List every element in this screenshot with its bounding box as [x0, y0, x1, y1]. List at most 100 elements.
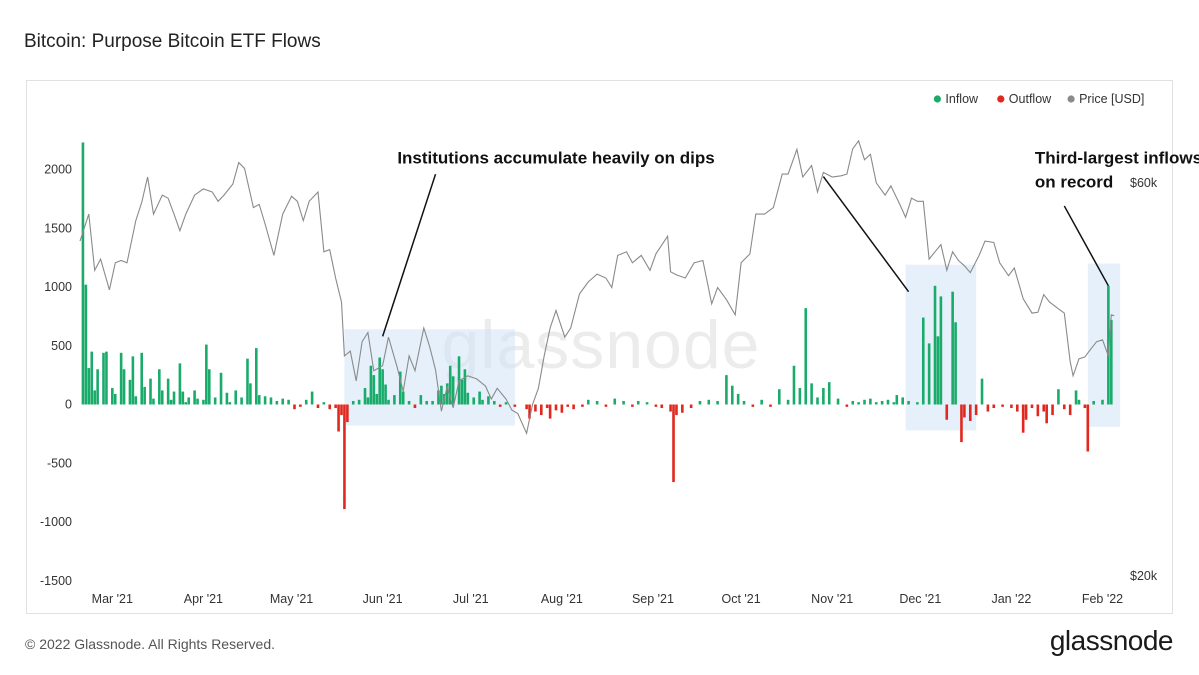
outflow-bar — [1030, 404, 1034, 409]
x-tick-label: Apr '21 — [184, 592, 223, 606]
y-left-tick-label: -1000 — [40, 515, 72, 529]
outflow-bar — [675, 404, 678, 416]
inflow-bar — [636, 400, 640, 405]
outflow-bar — [548, 404, 552, 419]
inflow-bar — [595, 400, 599, 405]
outflow-bar — [1083, 404, 1087, 409]
outflow-bar — [525, 404, 528, 410]
inflow-bar — [448, 365, 452, 405]
x-tick-label: Dec '21 — [899, 592, 941, 606]
glassnode-logo[interactable]: glassnode — [1049, 625, 1174, 656]
chart-panel — [26, 80, 1173, 614]
inflow-bar — [1077, 399, 1081, 405]
inflow-bar — [440, 385, 443, 405]
inflow-bar — [254, 348, 258, 405]
inflow-bar — [1107, 285, 1110, 405]
inflow-bar — [351, 400, 355, 405]
annotation-text-1: Third-largest inflows — [1035, 149, 1199, 168]
inflow-bar — [954, 322, 957, 405]
inflow-bar — [407, 400, 411, 405]
inflow-bar — [487, 396, 490, 405]
inflow-bar — [387, 399, 390, 405]
outflow-bar — [631, 404, 634, 407]
inflow-bar — [777, 389, 781, 405]
inflow-bar — [111, 388, 114, 405]
outflow-bar — [1042, 404, 1046, 412]
inflow-bar — [419, 395, 423, 405]
inflow-bar — [119, 352, 123, 405]
inflow-bar — [798, 388, 802, 405]
inflow-bar — [645, 402, 649, 405]
inflow-bar — [158, 369, 161, 405]
y-left-tick-label: 2000 — [44, 163, 72, 177]
inflow-bar — [160, 390, 164, 405]
inflow-bar — [205, 344, 208, 405]
inflow-bar — [207, 369, 211, 405]
outflow-bar — [498, 404, 502, 407]
inflow-bar — [122, 369, 126, 405]
x-tick-label: Jun '21 — [363, 592, 403, 606]
inflow-bar — [234, 390, 238, 405]
inflow-bar — [716, 400, 719, 405]
inflow-bar — [384, 384, 387, 405]
y-left-tick-label: 500 — [51, 339, 72, 353]
annotation-pointer-line — [381, 173, 437, 337]
inflow-bar — [804, 308, 808, 405]
outflow-bar — [534, 404, 537, 412]
inflow-bar — [1074, 390, 1078, 405]
legend-label: Price [USD] — [1079, 92, 1144, 106]
inflow-bar — [369, 365, 373, 405]
annotation-pointer-line — [822, 176, 910, 293]
inflow-bar — [1110, 319, 1113, 405]
x-tick-label: Jul '21 — [453, 592, 489, 606]
inflow-bar — [760, 399, 763, 405]
inflow-bar — [140, 352, 144, 405]
inflow-bar — [481, 399, 484, 405]
outflow-bar — [299, 404, 302, 407]
inflow-bar — [927, 343, 931, 405]
outflow-bar — [316, 404, 320, 409]
y-left-tick-label: -500 — [47, 456, 72, 470]
inflow-bar — [1092, 400, 1095, 405]
copyright-text: © 2022 Glassnode. All Rights Reserved. — [25, 636, 276, 652]
x-tick-label: Aug '21 — [541, 592, 583, 606]
inflow-bar — [892, 402, 896, 405]
inflow-bar — [492, 400, 496, 405]
inflow-bar — [901, 397, 904, 405]
inflow-bar — [128, 379, 132, 405]
legend-dot — [997, 95, 1005, 103]
inflow-bar — [105, 351, 108, 405]
inflow-bar — [149, 378, 152, 405]
y-left-tick-label: 1000 — [44, 280, 72, 294]
outflow-bar — [413, 404, 417, 409]
inflow-bar — [275, 400, 279, 405]
inflow-bar — [851, 400, 855, 405]
inflow-bar — [916, 402, 919, 405]
x-tick-label: Nov '21 — [811, 592, 853, 606]
outflow-bar — [992, 404, 996, 409]
outflow-bar — [343, 404, 346, 510]
outflow-bar — [581, 404, 584, 407]
inflow-bar — [504, 402, 508, 405]
inflow-bar — [90, 351, 94, 405]
inflow-bar — [401, 391, 405, 405]
inflow-bar — [131, 356, 135, 405]
inflow-bar — [193, 390, 196, 405]
y-right-tick-label: $20k — [1130, 569, 1158, 583]
inflow-bar — [613, 398, 617, 405]
inflow-bar — [357, 399, 361, 405]
x-tick-label: Oct '21 — [721, 592, 760, 606]
inflow-bar — [939, 296, 943, 405]
inflow-bar — [93, 390, 96, 405]
inflow-bar — [895, 395, 899, 405]
outflow-bar — [554, 404, 558, 411]
inflow-bar — [742, 400, 746, 405]
outflow-bar — [681, 404, 684, 413]
inflow-bar — [310, 391, 314, 405]
inflow-bar — [1057, 389, 1060, 405]
inflow-bar — [366, 397, 370, 405]
outflow-bar — [974, 404, 978, 416]
inflow-bar — [921, 317, 925, 405]
inflow-bar — [257, 395, 261, 405]
outflow-bar — [572, 404, 575, 410]
